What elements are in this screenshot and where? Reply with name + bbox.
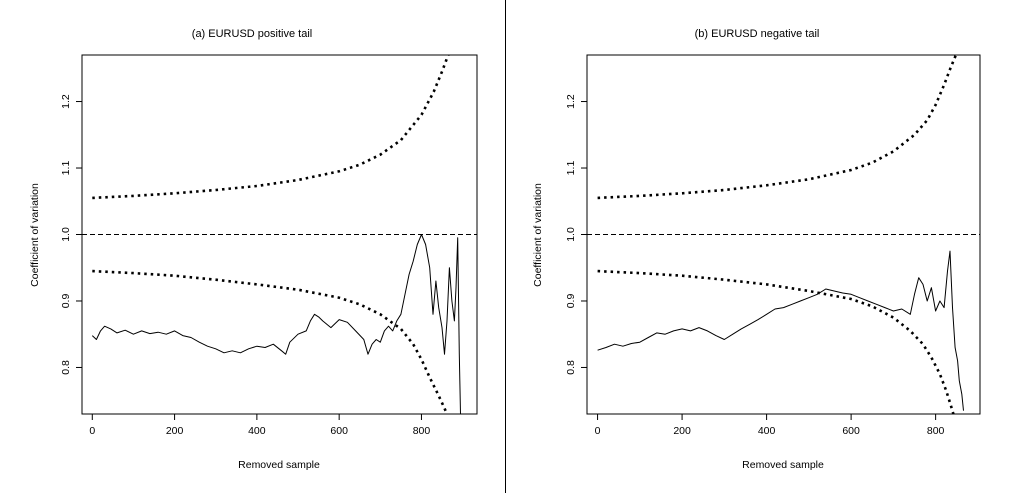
y-tick-label: 1.0 [565, 227, 577, 242]
y-axis-title: Coefficient of variation [29, 183, 41, 287]
cv-series-line [91, 234, 461, 414]
y-tick-label: 0.8 [565, 360, 577, 375]
chart-panel-a: (a) EURUSD positive tail 0 200 400 600 800 0.… [29, 28, 478, 471]
plot-area: 0 200 400 600 800 0.8 0.9 1.0 1.1 1.2 [60, 55, 477, 437]
x-axis-title: Removed sample [238, 459, 320, 471]
upper-bound-line [92, 55, 450, 200]
y-tick-label: 1.2 [565, 94, 577, 109]
y-tick-label: 0.9 [565, 294, 577, 309]
x-tick-label: 600 [330, 425, 348, 437]
y-tick-label: 1.2 [60, 94, 72, 109]
chart-title: (b) EURUSD negative tail [695, 28, 820, 40]
y-tick-label: 0.8 [60, 360, 72, 375]
x-tick-label: 400 [248, 425, 266, 437]
y-tick-label: 1.0 [60, 227, 72, 242]
chart-panel-b: (b) EURUSD negative tail 0 200 400 600 800 0.… [532, 28, 981, 471]
x-tick-label: 200 [166, 425, 184, 437]
plot-area: 0 200 400 600 800 0.8 0.9 1.0 1.1 1.2 [565, 55, 980, 437]
y-tick-label: 1.1 [565, 161, 577, 176]
cv-series-line [597, 250, 964, 411]
x-tick-label: 800 [927, 425, 945, 437]
y-tick-label: 1.1 [60, 161, 72, 176]
x-axis-title: Removed sample [742, 459, 824, 471]
x-tick-label: 0 [595, 425, 601, 437]
x-tick-label: 400 [758, 425, 776, 437]
x-tick-label: 800 [413, 425, 431, 437]
x-tick-label: 600 [842, 425, 860, 437]
lower-bound-line [92, 269, 449, 414]
chart-title: (a) EURUSD positive tail [192, 28, 312, 40]
lower-bound-line [597, 269, 955, 414]
x-tick-label: 0 [89, 425, 95, 437]
y-tick-label: 0.9 [60, 294, 72, 309]
x-tick-label: 200 [673, 425, 691, 437]
upper-bound-line [597, 55, 958, 200]
y-axis-title: Coefficient of variation [532, 183, 544, 287]
